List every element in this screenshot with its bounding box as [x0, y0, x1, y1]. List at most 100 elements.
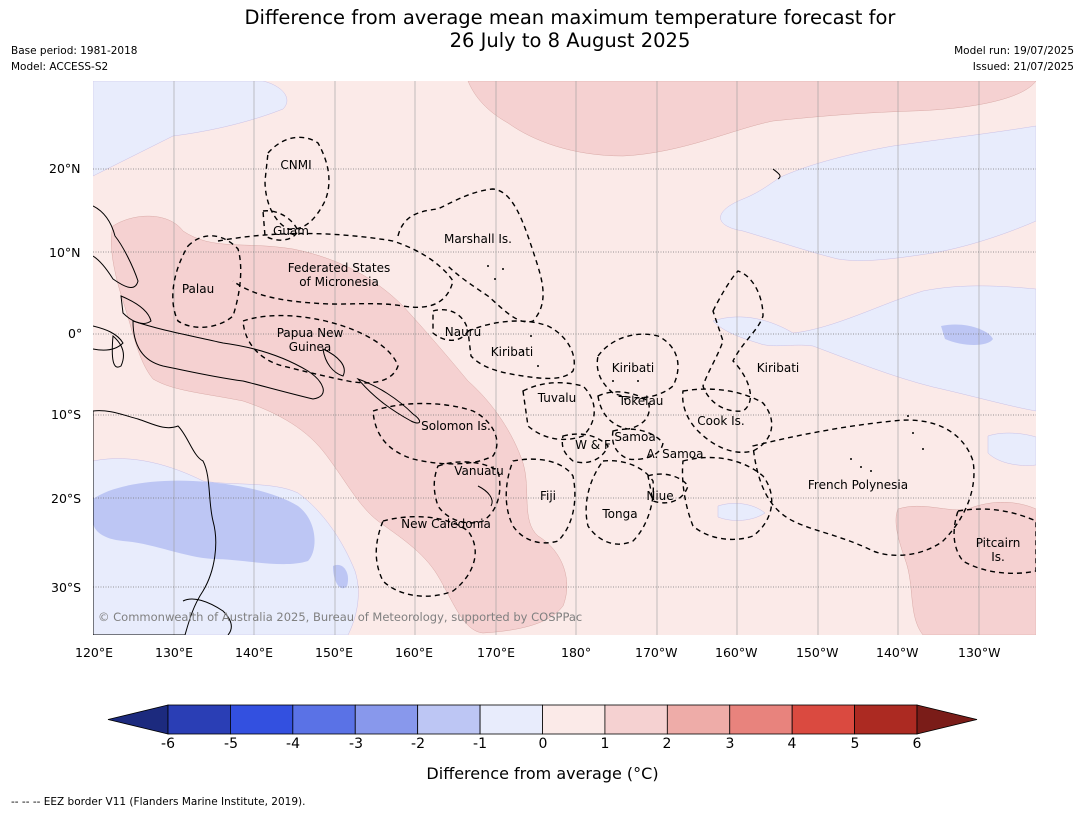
cool-region-small [717, 503, 766, 521]
cool-region-east [987, 432, 1036, 466]
lon-label-160w: 160°W [715, 645, 758, 660]
coast-borneo [93, 325, 124, 351]
cold-region-australia [93, 480, 315, 565]
coast-australia [93, 410, 217, 635]
coast-new-caledonia [477, 485, 493, 507]
colorbar-tick: -3 [349, 736, 363, 752]
colorbar [107, 704, 978, 735]
lon-label-170e: 170°E [477, 645, 516, 660]
eez-solomon [372, 402, 498, 465]
lon-label-170w: 170°W [635, 645, 678, 660]
eez-tuvalu [522, 382, 595, 441]
copyright-notice: © Commonwealth of Australia 2025, Bureau… [98, 610, 582, 624]
coast-new-ireland [322, 348, 345, 377]
cool-region-equatorial [712, 285, 1036, 412]
label-kiribati-central: Kiribati [612, 361, 654, 375]
colorbar-segment [230, 704, 294, 735]
colorbar-segment [604, 704, 668, 735]
colorbar-segment [791, 704, 855, 735]
eez-french-polynesia [752, 419, 975, 556]
label-niue: Niue [646, 489, 673, 503]
label-nauru: Nauru [445, 325, 481, 339]
label-kiribati-east: Kiribati [757, 361, 799, 375]
colorbar-tick: -4 [286, 736, 300, 752]
label-fiji: Fiji [540, 489, 556, 503]
cool-region-nw [93, 81, 288, 177]
label-kiribati-west: Kiribati [491, 345, 533, 359]
eez-fsm [217, 232, 454, 308]
meta-left: Base period: 1981-2018 Model: ACCESS-S2 [11, 43, 137, 75]
coast-hawaii [772, 168, 781, 180]
label-tuvalu: Tuvalu [537, 391, 577, 405]
eez-kiribati-central [596, 333, 679, 399]
lat-label-10n: 10°N [49, 245, 81, 260]
coast-new-guinea [132, 320, 324, 400]
map-svg: CNMI Guam Marshall Is. Federated States … [93, 81, 1036, 635]
label-pitcairn-2: Is. [991, 550, 1005, 564]
colorbar-tick: 0 [538, 736, 548, 752]
cold-region-equatorial [941, 324, 993, 345]
colorbar-segment [479, 704, 543, 735]
label-png-1: Papua New [277, 326, 344, 340]
label-french-polynesia: French Polynesia [808, 478, 908, 492]
cold-region-small [333, 564, 349, 589]
label-pitcairn-1: Pitcairn [976, 536, 1021, 550]
label-fsm-2: of Micronesia [299, 275, 379, 289]
warm-region-north [467, 81, 1036, 157]
lon-label-160e: 160°E [395, 645, 434, 660]
colorbar-segment [292, 704, 356, 735]
label-vanuatu: Vanuatu [454, 464, 504, 478]
map-panel: CNMI Guam Marshall Is. Federated States … [93, 81, 1036, 635]
eez-kiribati-west [467, 320, 575, 380]
lat-label-20n: 20°N [49, 161, 81, 176]
label-cnmi: CNMI [280, 158, 311, 172]
lat-label-10s: 10°S [51, 407, 82, 422]
label-samoa: Samoa [614, 430, 655, 444]
colorbar-extend-high [916, 704, 978, 735]
eez-cook-north [681, 388, 773, 453]
colorbar-segments [107, 704, 978, 735]
eez-guam [262, 210, 299, 241]
meridians [173, 81, 980, 635]
colorbar-tick: 1 [600, 736, 610, 752]
map-title: Difference from average mean maximum tem… [0, 6, 1085, 52]
colorbar-tick: -5 [224, 736, 238, 752]
issued-date: Issued: 21/07/2025 [972, 61, 1074, 73]
lon-label-150e: 150°E [315, 645, 354, 660]
lon-label-120e: 120°E [75, 645, 114, 660]
lon-label-180: 180° [561, 645, 592, 660]
label-new-caledonia: New Caledonia [401, 517, 491, 531]
label-cook: Cook Is. [697, 414, 744, 428]
eez-samoa [611, 428, 664, 461]
label-palau: Palau [182, 282, 214, 296]
eez-palau [172, 235, 242, 328]
label-solomon: Solomon Is. [421, 419, 491, 433]
colorbar-segment [417, 704, 481, 735]
cool-region-north-central [720, 125, 1036, 261]
lon-label-140e: 140°E [235, 645, 274, 660]
eez-fiji [505, 458, 576, 544]
lon-label-130e: 130°E [155, 645, 194, 660]
label-wallis-futuna: W & F [575, 438, 611, 452]
colorbar-tick: 3 [725, 736, 735, 752]
eez-borders [172, 136, 1036, 597]
lon-label-130w: 130°W [958, 645, 1001, 660]
title-line-1: Difference from average mean maximum tem… [244, 6, 896, 29]
colorbar-segment [666, 704, 731, 735]
parallels [93, 168, 1036, 588]
colorbar-tick: 2 [662, 736, 672, 752]
colorbar-segment [167, 704, 231, 735]
coast-sulawesi [111, 334, 124, 368]
colorbar-segment [854, 704, 918, 735]
coast-mindanao [120, 295, 152, 324]
colorbar-extend-low [107, 704, 169, 735]
meta-right: Model run: 19/07/2025 Issued: 21/07/2025 [954, 43, 1074, 75]
colorbar-tick: 4 [787, 736, 797, 752]
colorbar-tick: -1 [473, 736, 487, 752]
eez-pitcairn [953, 508, 1036, 574]
label-png-2: Guinea [289, 340, 332, 354]
lat-label-30s: 30°S [51, 580, 82, 595]
eez-tonga [585, 459, 655, 545]
eez-png [242, 314, 399, 384]
label-tonga: Tonga [601, 507, 637, 521]
